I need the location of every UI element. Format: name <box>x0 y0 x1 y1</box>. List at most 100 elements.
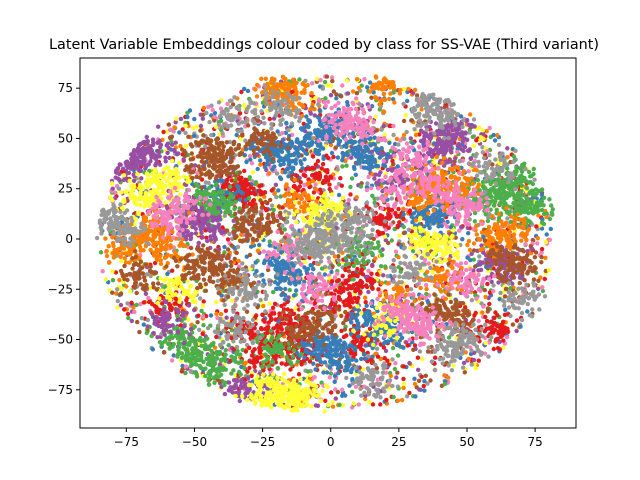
data-point-class-8 <box>215 278 221 284</box>
data-point-class-0 <box>325 168 330 173</box>
data-point-class-0 <box>327 186 332 192</box>
data-point-class-6 <box>490 162 495 167</box>
data-point-class-5 <box>401 87 407 92</box>
data-point-class-0 <box>298 180 303 185</box>
data-point-class-7 <box>366 268 371 273</box>
data-point-class-5 <box>242 102 247 108</box>
data-point-class-1 <box>491 132 496 138</box>
data-point-class-0 <box>340 273 345 279</box>
data-point-class-0 <box>401 376 406 382</box>
data-point-class-8 <box>115 287 120 292</box>
data-point-class-7 <box>206 104 211 110</box>
data-point-class-0 <box>323 174 329 179</box>
data-point-class-8 <box>402 245 407 250</box>
data-point-class-2 <box>319 266 325 271</box>
data-point-class-8 <box>269 203 275 208</box>
data-point-class-5 <box>403 113 408 118</box>
data-point-class-1 <box>335 342 340 348</box>
data-point-class-3 <box>408 136 413 141</box>
data-point-class-1 <box>313 130 318 135</box>
data-point-class-5 <box>473 366 479 371</box>
data-point-class-1 <box>327 365 332 370</box>
data-point-class-1 <box>329 347 334 352</box>
data-point-class-1 <box>311 361 316 366</box>
data-point-class-0 <box>360 348 366 353</box>
data-point-class-1 <box>325 370 330 375</box>
data-point-class-0 <box>330 279 335 284</box>
data-point-class-0 <box>225 237 231 242</box>
data-point-class-1 <box>314 151 319 156</box>
data-point-class-8 <box>235 244 241 250</box>
data-point-class-0 <box>363 300 368 305</box>
data-point-class-0 <box>378 402 383 407</box>
data-point-class-5 <box>183 123 188 128</box>
data-point-class-1 <box>348 369 354 375</box>
data-point-class-1 <box>349 311 355 316</box>
data-point-class-3 <box>129 318 134 324</box>
data-point-class-6 <box>354 91 360 96</box>
data-point-class-2 <box>350 389 355 395</box>
data-point-class-8 <box>479 301 484 306</box>
data-point-class-0 <box>361 338 366 343</box>
data-point-class-3 <box>497 339 502 345</box>
data-point-class-6 <box>428 378 433 383</box>
data-point-class-1 <box>548 226 553 232</box>
data-point-class-0 <box>358 342 364 348</box>
data-point-class-2 <box>229 328 235 333</box>
data-point-class-1 <box>353 172 358 177</box>
data-point-class-0 <box>247 331 252 336</box>
data-point-class-4 <box>468 112 473 117</box>
data-point-class-0 <box>360 272 366 277</box>
data-point-class-7 <box>455 149 460 155</box>
data-point-class-8 <box>316 102 321 107</box>
data-point-class-8 <box>245 303 250 308</box>
data-point-class-2 <box>201 323 206 328</box>
data-point-class-7 <box>504 335 510 340</box>
data-point-class-1 <box>304 151 310 156</box>
data-point-class-0 <box>502 330 507 335</box>
data-point-class-4 <box>536 213 541 218</box>
data-point-class-0 <box>224 178 229 183</box>
data-point-class-0 <box>476 358 481 363</box>
data-point-class-7 <box>375 296 380 302</box>
data-point-class-6 <box>167 135 173 140</box>
data-point-class-7 <box>168 127 173 133</box>
data-point-class-1 <box>281 161 286 167</box>
data-point-class-3 <box>200 116 205 121</box>
data-point-class-1 <box>318 144 323 149</box>
data-point-class-1 <box>372 135 377 140</box>
data-point-class-0 <box>321 178 326 184</box>
data-point-class-1 <box>336 370 341 376</box>
data-point-class-1 <box>351 164 357 170</box>
data-point-class-8 <box>467 217 472 222</box>
data-point-class-1 <box>317 356 322 361</box>
data-point-class-6 <box>482 287 487 293</box>
data-point-class-3 <box>216 247 222 252</box>
data-point-class-1 <box>345 152 350 158</box>
data-point-class-7 <box>476 272 481 277</box>
data-point-class-8 <box>188 369 194 374</box>
data-point-class-0 <box>201 299 206 304</box>
data-point-class-1 <box>310 351 315 357</box>
data-point-class-1 <box>364 155 370 160</box>
data-point-class-4 <box>363 396 368 402</box>
data-point-class-1 <box>391 97 396 102</box>
data-point-class-3 <box>514 328 519 334</box>
data-point-class-1 <box>244 159 249 165</box>
data-point-class-8 <box>344 375 349 381</box>
data-point-class-0 <box>122 307 127 312</box>
data-point-class-0 <box>495 346 501 351</box>
data-point-class-5 <box>483 340 488 346</box>
data-point-class-2 <box>126 315 131 321</box>
data-point-class-0 <box>252 347 257 352</box>
data-point-class-1 <box>422 388 427 393</box>
data-point-class-6 <box>374 366 380 371</box>
data-point-class-2 <box>472 210 478 216</box>
data-point-class-1 <box>337 363 342 368</box>
data-point-class-1 <box>273 263 278 268</box>
data-point-class-2 <box>328 371 334 376</box>
data-point-class-7 <box>318 78 323 83</box>
data-point-class-1 <box>288 153 293 158</box>
data-point-class-8 <box>203 180 209 185</box>
data-point-class-1 <box>371 90 376 95</box>
